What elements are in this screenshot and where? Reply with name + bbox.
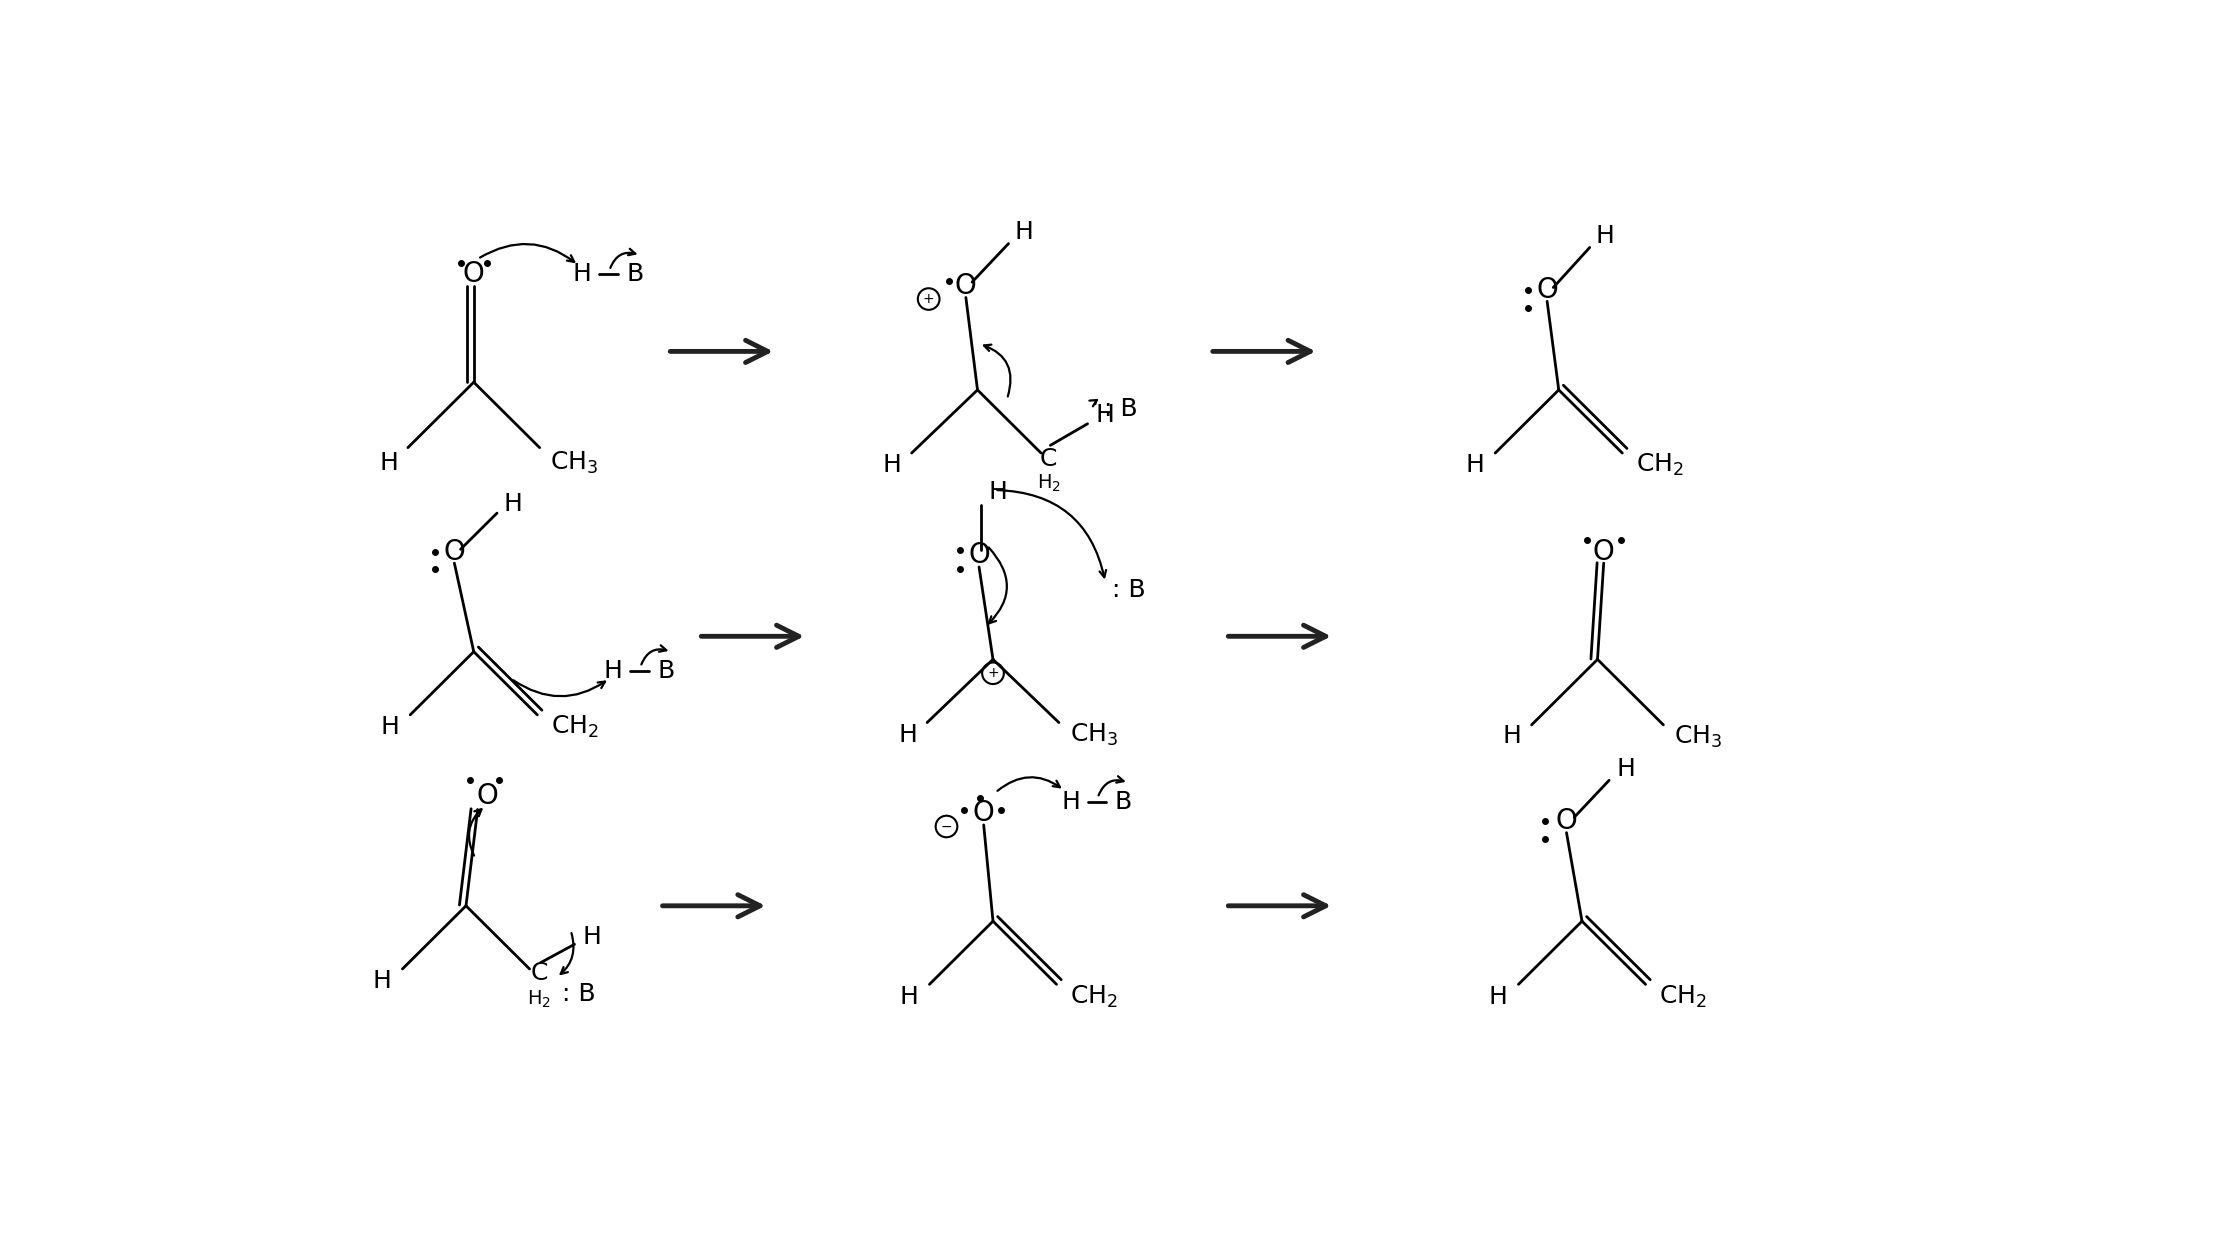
Text: C: C [531,961,547,985]
Text: H$_2$: H$_2$ [1037,474,1062,494]
Text: C: C [1039,447,1057,471]
Text: H: H [883,454,903,478]
Text: H: H [1465,454,1485,478]
Text: H: H [504,491,522,515]
Text: O: O [1537,276,1559,304]
Text: H: H [372,969,392,993]
Text: H: H [582,925,600,949]
Text: CH$_3$: CH$_3$ [1071,722,1118,748]
Text: H: H [573,262,591,286]
Text: B: B [656,659,674,683]
Text: O: O [954,272,977,300]
Text: H: H [900,984,918,1009]
Text: CH$_2$: CH$_2$ [1635,452,1684,479]
Text: H: H [898,723,916,747]
Text: +: + [923,292,934,306]
Text: H: H [381,716,399,740]
Text: H: H [988,480,1008,504]
Text: H: H [605,659,623,683]
Text: O: O [968,542,990,570]
Text: H: H [1062,790,1080,814]
Text: B: B [1116,790,1131,814]
Text: H: H [1595,224,1615,248]
Text: CH$_3$: CH$_3$ [551,450,598,476]
Text: H$_2$: H$_2$ [526,989,551,1011]
Text: : B: : B [1104,397,1138,421]
Text: H: H [379,451,399,475]
Text: O: O [1555,808,1577,835]
Text: CH$_2$: CH$_2$ [551,714,598,741]
Text: : B: : B [562,983,596,1007]
Text: O: O [464,261,484,289]
Text: B: B [627,262,643,286]
Text: O: O [972,799,995,828]
Text: O: O [444,538,466,566]
Text: O: O [1593,538,1615,566]
Text: H: H [1490,984,1508,1009]
Text: CH$_3$: CH$_3$ [1673,723,1723,750]
Text: H: H [1503,724,1521,748]
Text: CH$_2$: CH$_2$ [1660,984,1707,1009]
Text: −: − [941,819,952,834]
Text: H: H [1617,757,1635,781]
Text: +: + [988,667,999,680]
Text: : B: : B [1111,578,1145,602]
Text: O: O [477,781,497,810]
Text: CH$_2$: CH$_2$ [1071,984,1118,1009]
Text: H: H [1015,220,1033,244]
Text: H: H [1095,402,1113,427]
